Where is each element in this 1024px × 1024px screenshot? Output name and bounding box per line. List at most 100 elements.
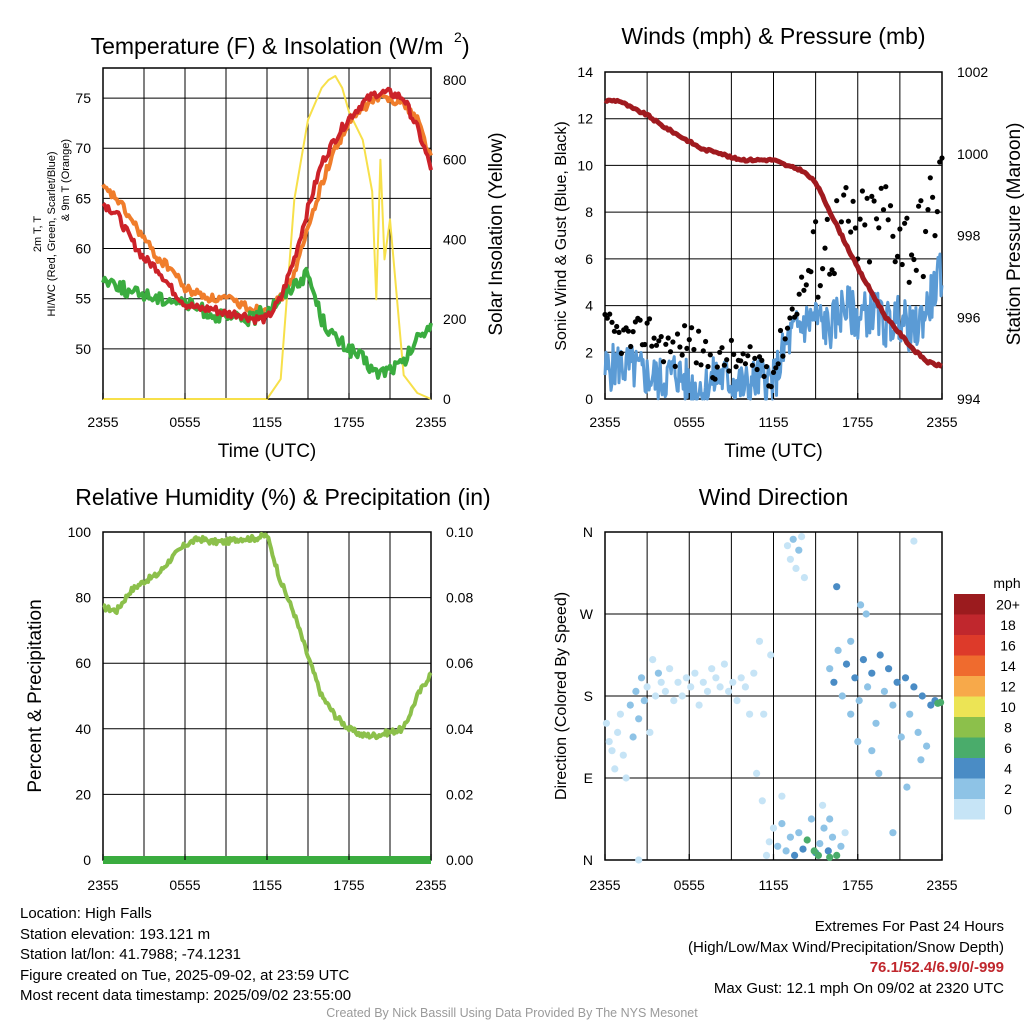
gust-point: [642, 341, 648, 348]
direction-point: [889, 701, 897, 709]
direction-point: [687, 683, 695, 691]
gust-point: [871, 198, 877, 204]
direction-point: [855, 697, 863, 705]
legend-label: 18: [1000, 617, 1016, 633]
gust-point: [644, 320, 650, 326]
direction-point: [643, 683, 651, 691]
direction-point: [708, 665, 716, 673]
direction-point: [626, 701, 634, 709]
y2-tick-label: 1002: [957, 64, 988, 80]
y-axis-label: Percent & Precipitation: [25, 599, 46, 792]
direction-point: [862, 610, 870, 618]
x-tick-label: 1155: [252, 877, 282, 893]
legend-swatch: [954, 655, 985, 676]
y2-tick-label: 0.10: [446, 524, 473, 540]
direction-point: [767, 651, 775, 659]
direction-point: [918, 692, 926, 700]
gust-point: [885, 217, 891, 223]
max-gust: Max Gust: 12.1 mph On 09/02 at 2320 UTC: [713, 979, 1004, 997]
station-elevation: Station elevation: 193.121 m: [20, 925, 211, 943]
direction-point: [854, 738, 862, 746]
gust-point: [866, 259, 873, 265]
gust-point: [742, 361, 749, 367]
gust-point: [691, 346, 697, 353]
y2-tick-label: 0.00: [446, 852, 473, 868]
direction-point: [635, 856, 643, 864]
direction-point: [786, 833, 795, 841]
legend-label: 4: [1004, 760, 1012, 776]
direction-point: [640, 697, 648, 705]
direction-point: [614, 728, 622, 737]
x-tick-label: 1155: [758, 414, 788, 430]
legend-label: 12: [1000, 678, 1016, 694]
direction-point: [741, 683, 750, 691]
y-tick-label: 4: [585, 298, 593, 314]
gust-point: [841, 192, 847, 198]
x-axis-label: Time (UTC): [218, 441, 317, 462]
gust-point: [604, 315, 610, 321]
gust-point: [927, 175, 933, 181]
direction-point: [760, 710, 768, 718]
gust-point: [672, 363, 678, 369]
gust-point: [649, 343, 655, 349]
legend-label: 20+: [996, 596, 1020, 612]
legend-swatch: [954, 635, 985, 656]
gust-point: [773, 365, 779, 371]
gust-point: [677, 344, 683, 350]
y-axis-label: Sonic Wind & Gust (Blue, Black): [553, 121, 570, 350]
y-tick-label: 0: [83, 852, 91, 868]
direction-point: [703, 687, 712, 696]
gust-point: [890, 233, 896, 239]
gust-point: [724, 357, 730, 363]
direction-point: [893, 678, 901, 686]
y-tick-label: 60: [75, 241, 91, 257]
gust-point: [712, 376, 718, 382]
gust-point: [663, 341, 669, 347]
extremes-info: Extremes For Past 24 Hours (High/Low/Max…: [688, 917, 1004, 999]
direction-point: [774, 842, 782, 850]
direction-point: [716, 683, 724, 691]
chart-title: Wind Direction: [699, 484, 849, 510]
y2-tick-label: 0.04: [446, 721, 473, 737]
gust-point: [618, 350, 625, 356]
gust-point: [784, 325, 791, 331]
direction-point: [841, 829, 849, 837]
direction-point: [826, 665, 834, 673]
gust-point: [899, 261, 905, 268]
x-tick-label: 2355: [87, 414, 118, 430]
direction-point: [910, 537, 918, 545]
x-axis-label: Time (UTC): [724, 441, 823, 462]
x-tick-label: 0555: [674, 414, 705, 430]
gust-point: [775, 361, 781, 367]
y-tick-label: 65: [75, 190, 91, 206]
direction-point: [927, 701, 935, 709]
direction-point: [826, 853, 834, 861]
gust-point: [658, 334, 664, 340]
x-tick-label: 1155: [252, 414, 282, 430]
gust-point: [878, 185, 884, 191]
direction-point: [820, 824, 828, 832]
y-tick-label: 50: [75, 341, 91, 357]
direction-point: [800, 574, 809, 582]
gust-point: [607, 311, 613, 317]
legend-label: 16: [1000, 637, 1016, 653]
gust-point: [656, 338, 662, 344]
recent-timestamp: Most recent data timestamp: 2025/09/02 2…: [20, 987, 352, 1004]
direction-point: [646, 728, 654, 737]
gust-point: [609, 319, 615, 325]
gust-point: [761, 373, 767, 379]
gust-point: [838, 219, 845, 225]
direction-point: [803, 836, 811, 844]
direction-point: [842, 660, 851, 668]
chart-title-close: ): [462, 33, 470, 59]
station-info: Location: High Falls Station elevation: …: [20, 904, 351, 1007]
direction-point: [654, 669, 663, 677]
gust-point: [714, 364, 720, 370]
direction-point: [906, 710, 914, 718]
gust-point: [689, 325, 695, 331]
direction-point: [868, 669, 876, 677]
direction-point: [649, 656, 657, 664]
gust-point: [932, 233, 938, 239]
gust-point: [705, 363, 711, 370]
direction-point: [876, 651, 884, 659]
